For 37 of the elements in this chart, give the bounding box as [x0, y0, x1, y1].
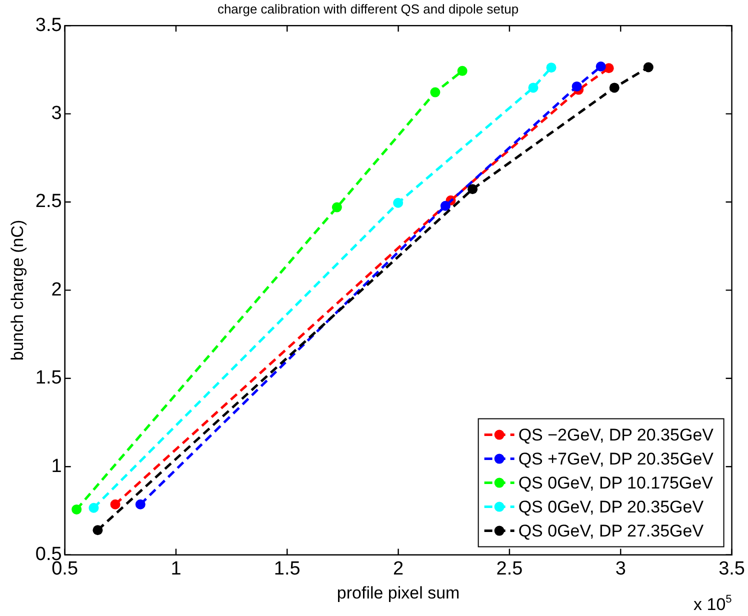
point: [440, 200, 450, 211]
y-axis-title: bunch charge (nC): [8, 220, 27, 361]
point: [572, 81, 582, 92]
y-tick-label: 2.5: [35, 191, 62, 212]
x-tick-label: 3: [615, 558, 626, 580]
point: [72, 504, 82, 514]
point: [92, 525, 103, 536]
point: [457, 66, 468, 76]
y-tick-label: 1: [51, 456, 62, 477]
point: [430, 87, 440, 98]
x-tick-label: 1.5: [274, 558, 300, 580]
point: [596, 62, 606, 72]
point: [609, 82, 620, 93]
x-tick-label: 3.5: [718, 558, 746, 580]
x-axis-title: profile pixel sum: [336, 583, 460, 602]
y-tick-label: 3: [51, 103, 62, 124]
legend-label: QS 0GeV, DP 27.35GeV: [518, 521, 704, 540]
point: [393, 198, 404, 208]
x-tick-label: 2: [393, 558, 404, 580]
x-tick-label: 1: [170, 558, 182, 580]
point: [468, 184, 478, 194]
y-tick-label: 2: [51, 279, 62, 300]
chart-title: charge calibration with different QS and dipole setup: [217, 1, 519, 16]
point: [528, 82, 538, 93]
y-tick-label: 3.5: [35, 14, 62, 36]
legend-label: QS −2GeV, DP 20.35GeV: [518, 425, 714, 444]
point: [332, 202, 342, 212]
x-tick-label: 2.5: [496, 558, 523, 580]
y-tick-label: 1.5: [35, 368, 62, 389]
point: [88, 502, 99, 513]
point: [110, 499, 120, 510]
legend-label: QS 0GeV, DP 20.35GeV: [518, 497, 704, 516]
legend-label: QS +7GeV, DP 20.35GeV: [518, 449, 714, 468]
legend-label: QS 0GeV, DP 10.175GeV: [518, 473, 714, 492]
point: [643, 62, 654, 72]
point: [546, 62, 556, 73]
point: [135, 499, 146, 510]
